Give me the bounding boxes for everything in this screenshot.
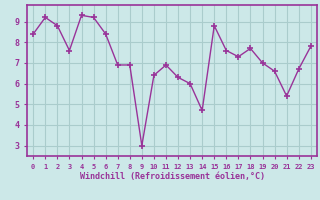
X-axis label: Windchill (Refroidissement éolien,°C): Windchill (Refroidissement éolien,°C) [79,172,265,181]
